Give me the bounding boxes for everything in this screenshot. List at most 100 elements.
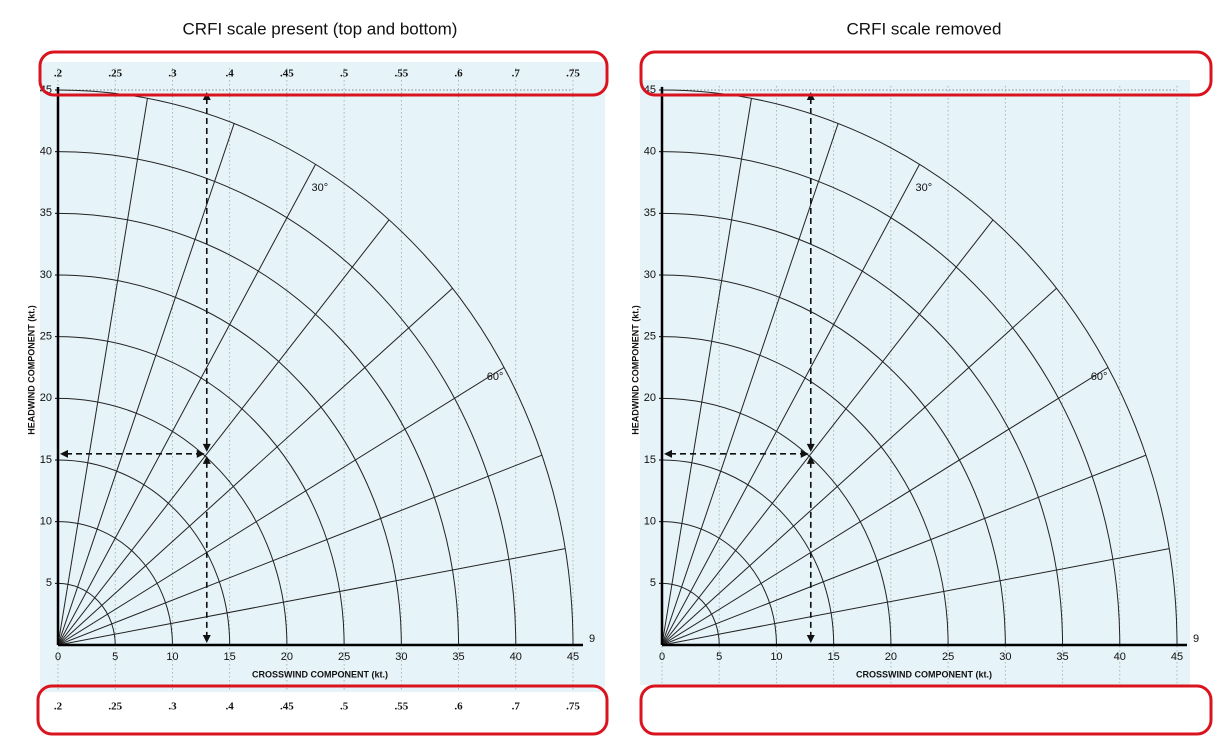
speed-arc xyxy=(57,521,173,646)
x-tick-label: 45 xyxy=(567,651,579,663)
x-axis-label: CROSSWIND COMPONENT (kt.) xyxy=(856,669,992,679)
x-tick-label: 20 xyxy=(885,651,897,663)
crfi-label: .5 xyxy=(340,68,349,80)
x-tick-label: 5 xyxy=(112,651,118,663)
angle-line xyxy=(57,98,148,646)
crfi-label: .25 xyxy=(108,68,122,80)
angle-line xyxy=(57,287,453,646)
crfi-label: .6 xyxy=(454,68,463,80)
x-tick-label: 35 xyxy=(452,651,464,663)
angle-line xyxy=(57,123,235,646)
arrow-head xyxy=(806,443,815,452)
angle-line xyxy=(661,548,1170,646)
arrow-head xyxy=(202,443,211,452)
speed-arc xyxy=(661,397,892,646)
y-tick-label: 40 xyxy=(644,146,656,158)
speed-arc xyxy=(57,151,517,646)
panel-title: CRFI scale removed xyxy=(847,19,1002,38)
x-tick-label: 25 xyxy=(338,651,350,663)
crfi-label: .3 xyxy=(168,701,177,713)
arrow-head xyxy=(202,635,211,643)
x-tick-label: 30 xyxy=(999,651,1011,663)
axis-end-label: 9 xyxy=(1193,633,1199,645)
speed-arc xyxy=(661,582,720,646)
speed-arc xyxy=(57,212,460,646)
arrow-head xyxy=(202,455,211,464)
y-tick-label: 10 xyxy=(40,516,52,528)
crfi-label: .75 xyxy=(566,68,580,80)
angle-line xyxy=(661,219,994,646)
x-tick-label: 45 xyxy=(1171,651,1183,663)
y-tick-label: 5 xyxy=(650,577,656,589)
y-tick-label: 20 xyxy=(40,392,52,404)
x-tick-label: 0 xyxy=(55,651,61,663)
crfi-label: .4 xyxy=(226,68,235,80)
x-tick-label: 15 xyxy=(224,651,236,663)
angle-label: 60° xyxy=(487,371,504,383)
x-tick-label: 20 xyxy=(281,651,293,663)
crfi-label: .45 xyxy=(280,701,294,713)
crfi-label: .3 xyxy=(168,68,177,80)
crfi-label: .55 xyxy=(394,68,408,80)
speed-arc xyxy=(57,459,231,646)
angle-line xyxy=(661,123,839,646)
y-tick-label: 35 xyxy=(644,207,656,219)
arrow-head xyxy=(806,635,815,643)
y-tick-label: 25 xyxy=(644,331,656,343)
speed-arc xyxy=(661,212,1064,646)
y-tick-label: 15 xyxy=(40,454,52,466)
highlight-box xyxy=(639,684,1213,736)
arrow-head xyxy=(60,449,68,458)
x-tick-label: 5 xyxy=(716,651,722,663)
speed-arc xyxy=(57,582,116,646)
panel-title: CRFI scale present (top and bottom) xyxy=(183,19,458,38)
speed-arc xyxy=(57,274,402,646)
speed-arc xyxy=(661,336,949,646)
angle-line xyxy=(57,454,543,646)
x-tick-label: 35 xyxy=(1056,651,1068,663)
y-tick-label: 35 xyxy=(40,207,52,219)
crfi-label: .2 xyxy=(54,701,63,713)
y-tick-label: 10 xyxy=(644,516,656,528)
speed-arc xyxy=(661,151,1121,646)
x-tick-label: 0 xyxy=(659,651,665,663)
crfi-label: .2 xyxy=(54,68,63,80)
crfi-label: .4 xyxy=(226,701,235,713)
crfi-label: .25 xyxy=(108,701,122,713)
axis-end-label: 9 xyxy=(589,633,595,645)
y-axis-label: HEADWIND COMPONENT (kt.) xyxy=(630,305,640,435)
y-tick-label: 30 xyxy=(644,269,656,281)
y-tick-label: 40 xyxy=(40,146,52,158)
speed-arc xyxy=(661,274,1006,646)
angle-label: 30° xyxy=(915,182,932,194)
angle-line xyxy=(661,164,920,646)
angle-line xyxy=(57,219,390,646)
x-tick-label: 40 xyxy=(510,651,522,663)
speed-arc xyxy=(57,397,288,646)
x-tick-label: 10 xyxy=(166,651,178,663)
speed-arc xyxy=(57,336,345,646)
x-axis-label: CROSSWIND COMPONENT (kt.) xyxy=(252,669,388,679)
x-tick-label: 10 xyxy=(770,651,782,663)
arrow-head xyxy=(664,449,672,458)
x-tick-label: 30 xyxy=(395,651,407,663)
angle-label: 60° xyxy=(1091,371,1108,383)
x-tick-label: 15 xyxy=(828,651,840,663)
crfi-label: .55 xyxy=(394,701,408,713)
arrow-head xyxy=(806,455,815,464)
speed-arc xyxy=(661,521,777,646)
angle-label: 30° xyxy=(311,182,328,194)
x-tick-label: 40 xyxy=(1114,651,1126,663)
crfi-label: .45 xyxy=(280,68,294,80)
highlight-box xyxy=(38,50,609,97)
speed-arc xyxy=(57,89,574,646)
crfi-label: .7 xyxy=(512,68,521,80)
plot-background xyxy=(640,80,1190,685)
crfi-label: .6 xyxy=(454,701,463,713)
crfi-label: .5 xyxy=(340,701,349,713)
y-tick-label: 15 xyxy=(644,454,656,466)
y-tick-label: 5 xyxy=(46,577,52,589)
angle-line xyxy=(661,454,1147,646)
angle-line xyxy=(661,367,1109,646)
